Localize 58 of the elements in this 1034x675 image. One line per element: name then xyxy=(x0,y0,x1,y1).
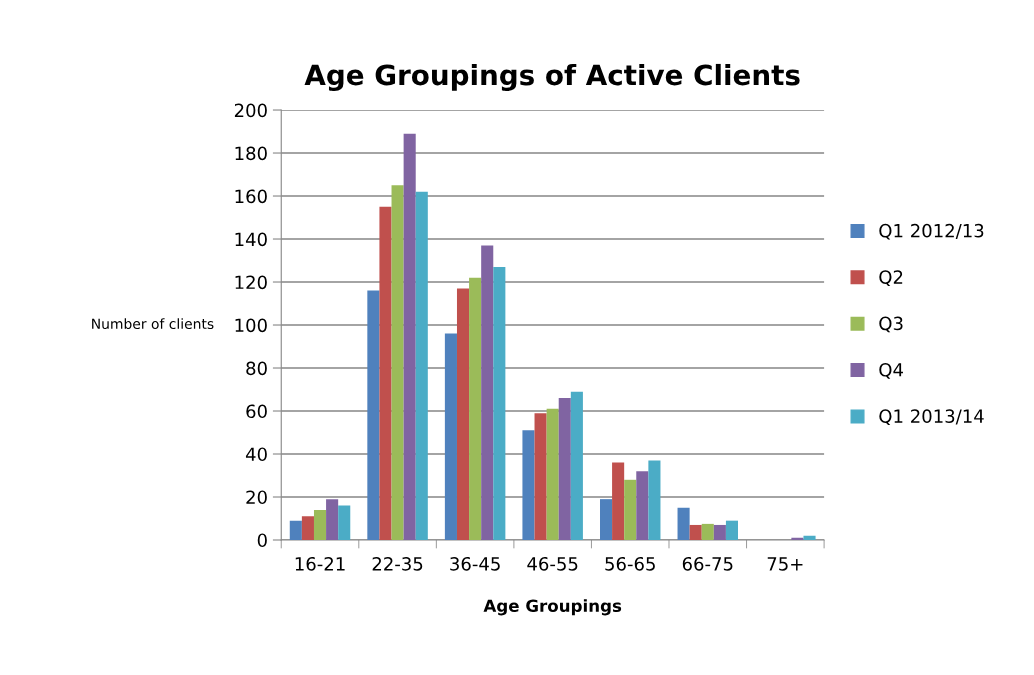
bar xyxy=(570,391,583,540)
x-axis-title: Age Groupings xyxy=(483,599,622,616)
bar xyxy=(391,185,404,540)
bar xyxy=(725,520,739,540)
bar xyxy=(677,507,690,540)
bar xyxy=(791,537,804,540)
x-tick-label: 22-35 xyxy=(372,556,423,571)
bar xyxy=(599,499,613,540)
legend-label: Q1 2013/14 xyxy=(879,409,984,426)
bar xyxy=(444,333,457,540)
y-tick-label: 20 xyxy=(246,490,267,505)
y-tick-label: 160 xyxy=(235,189,267,204)
bar xyxy=(713,524,726,540)
bar xyxy=(415,191,428,540)
bar xyxy=(624,479,637,540)
y-tick-label: 140 xyxy=(235,232,267,247)
chart-title: Age Groupings of Active Clients xyxy=(304,63,800,92)
y-tick-label: 0 xyxy=(257,533,267,548)
bar xyxy=(648,460,661,540)
bar xyxy=(636,471,649,540)
x-tick-label: 66-75 xyxy=(682,556,733,571)
legend-label: Q2 xyxy=(879,270,903,286)
y-axis-title: Number of clients xyxy=(92,318,214,330)
bar xyxy=(803,535,816,540)
bar xyxy=(612,462,625,540)
bar xyxy=(367,290,380,540)
legend-label: Q1 2012/13 xyxy=(879,223,984,240)
bar xyxy=(301,516,314,540)
bar xyxy=(558,398,571,540)
bar xyxy=(313,509,327,540)
bar xyxy=(456,288,470,540)
y-tick-label: 80 xyxy=(246,361,267,376)
bar xyxy=(522,430,535,540)
bar xyxy=(493,266,506,540)
bar xyxy=(481,245,494,540)
bar xyxy=(289,520,302,540)
x-tick-label: 75+ xyxy=(767,557,803,571)
x-tick-label: 16-21 xyxy=(295,556,345,571)
x-tick-label: 46-55 xyxy=(527,556,578,571)
bar xyxy=(403,133,416,540)
y-tick-label: 40 xyxy=(245,447,267,462)
bar xyxy=(338,505,351,540)
legend-label: Q4 xyxy=(879,362,903,379)
x-tick-label: 56-65 xyxy=(605,556,655,571)
bar xyxy=(469,277,482,540)
y-tick-label: 200 xyxy=(234,103,267,118)
y-tick-label: 180 xyxy=(235,146,267,161)
bar xyxy=(701,523,714,540)
y-tick-label: 60 xyxy=(246,404,267,419)
x-tick-label: 36-45 xyxy=(450,556,500,571)
bar xyxy=(546,408,559,540)
legend-label: Q3 xyxy=(879,316,903,333)
y-tick-label: 120 xyxy=(235,275,267,290)
bar xyxy=(534,413,547,540)
bar xyxy=(379,206,392,540)
y-tick-label: 100 xyxy=(235,318,267,333)
bar xyxy=(326,499,339,540)
bar xyxy=(689,524,702,540)
